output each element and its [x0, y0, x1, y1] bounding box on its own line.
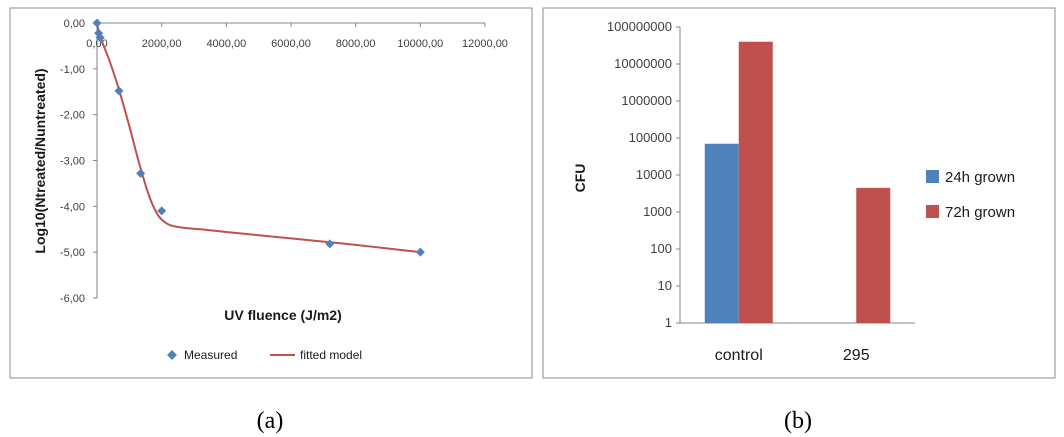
chart-a-y-tick-label: -3,00 [60, 156, 85, 168]
chart-a-x-tick-label: 2000,00 [142, 38, 182, 50]
chart-panel-a: 0,00 2000,00 4000,00 6000,00 8000,00 10000,00… [9, 7, 533, 379]
chart-a-x-tick-label: 4000,00 [206, 38, 246, 50]
chart-b-category-label: control [715, 347, 763, 364]
chart-b-y-tick-label: 10000000 [614, 56, 672, 71]
chart-a-x-tick-label: 6000,00 [271, 38, 311, 50]
chart-a-y-tick-label: -4,00 [60, 201, 85, 213]
chart-panel-b: 1 10 100 1000 10000 100000 1000000 10000000 1000… [542, 7, 1056, 379]
caption-b: (b) [784, 408, 812, 434]
chart-b-y-tick-label: 10000 [636, 167, 672, 182]
chart-b-y-tick-label: 1 [665, 315, 672, 330]
chart-b-y-tick-label: 100000 [629, 130, 672, 145]
chart-a-x-tick-label: 8000,00 [336, 38, 376, 50]
measured-point [415, 247, 425, 257]
chart-a-y-tick-label: -2,00 [60, 110, 85, 122]
chart-b-y-tick-label: 100 [650, 241, 672, 256]
chart-a-y-tick-label: -5,00 [60, 247, 85, 259]
legend-72h-swatch [926, 205, 939, 218]
chart-b-frame [542, 7, 1056, 379]
chart-b-category-label: 295 [843, 347, 870, 364]
legend-24h-swatch [926, 170, 939, 183]
legend-measured-marker [167, 350, 177, 360]
chart-a-y-tick-label: 0,00 [64, 18, 85, 30]
chart-a-x-axis-title: UV fluence (J/m2) [224, 307, 341, 323]
chart-b-y-tick-label: 1000 [643, 204, 672, 219]
chart-b-y-tick-label: 100000000 [607, 19, 672, 34]
measured-point [136, 168, 146, 178]
bar-72h-295 [856, 187, 891, 323]
chart-a-y-axis-title: Log10(Ntreated/Nuntreated) [32, 68, 48, 253]
chart-a-x-tick-label: 12000,00 [462, 38, 508, 50]
chart-b-y-axis-title: CFU [572, 164, 588, 193]
measured-point [114, 86, 124, 96]
legend-24h-label: 24h grown [945, 169, 1015, 186]
bar-72h-control [738, 41, 773, 323]
chart-b-legend: 24h grown 72h grown [926, 169, 1015, 221]
measured-point [95, 33, 105, 43]
chart-a-y-tick-label: -6,00 [60, 293, 85, 305]
chart-a-y-tick-label: -1,00 [60, 64, 85, 76]
caption-a: (a) [257, 408, 284, 434]
legend-72h-label: 72h grown [945, 204, 1015, 221]
measured-point [157, 206, 167, 216]
measured-point [92, 18, 102, 28]
legend-measured-label: Measured [184, 348, 237, 362]
chart-b-y-tick-label: 10 [658, 278, 672, 293]
chart-b-y-tick-label: 1000000 [621, 93, 672, 108]
chart-a-x-tick-label: 10000,00 [397, 38, 443, 50]
legend-fitted-label: fitted model [300, 348, 362, 362]
chart-a-legend: Measured fitted model [167, 348, 362, 362]
measured-point [325, 239, 335, 249]
bar-24h-control [704, 143, 739, 323]
